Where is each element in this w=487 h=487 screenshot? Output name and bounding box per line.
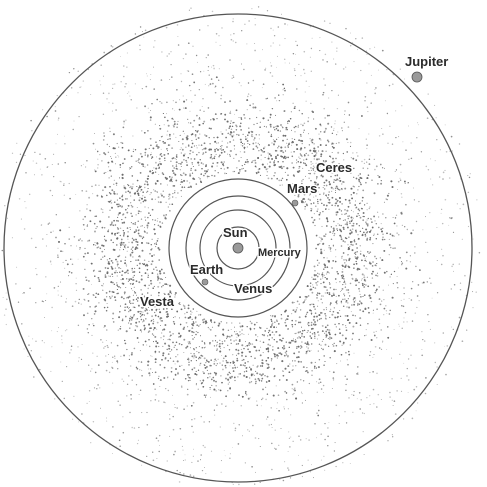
label-vesta: Vesta [140, 294, 175, 309]
asteroid-belt [1, 6, 481, 486]
mars-marker [291, 199, 299, 207]
sun-marker [232, 242, 244, 254]
orbit-jupiter [3, 13, 473, 483]
label-sun: Sun [223, 225, 248, 240]
orbit-earth [185, 195, 291, 301]
label-earth: Earth [190, 262, 223, 277]
label-venus: Venus [234, 281, 272, 296]
label-jupiter: Jupiter [405, 54, 448, 69]
orbit-mercury [216, 226, 260, 270]
label-mars: Mars [287, 181, 317, 196]
earth-marker [201, 278, 209, 286]
orbit-mars [168, 178, 308, 318]
label-ceres: Ceres [316, 160, 352, 175]
orbit-venus [199, 209, 277, 287]
label-mercury: Mercury [258, 247, 302, 259]
jupiter-marker [411, 71, 423, 83]
